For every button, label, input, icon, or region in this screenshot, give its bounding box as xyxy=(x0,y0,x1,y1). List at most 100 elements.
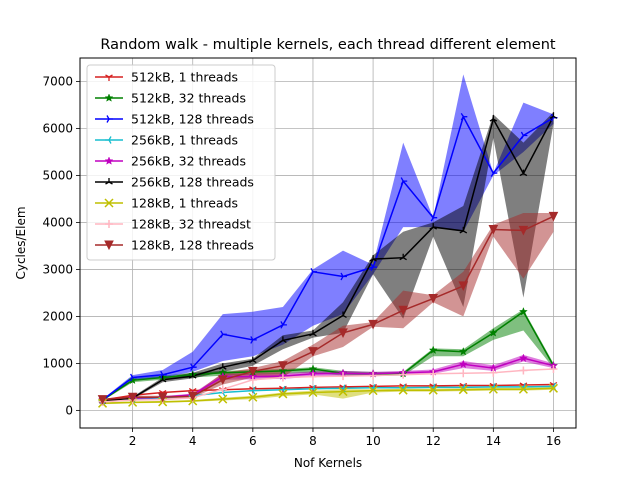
legend-marker xyxy=(105,220,113,228)
data-point-series-6 xyxy=(398,385,408,395)
data-point-series-5 xyxy=(158,375,167,383)
series-line-5 xyxy=(102,115,555,402)
data-point-series-8 xyxy=(97,395,108,405)
data-point-series-6 xyxy=(548,383,558,393)
data-point-series-7 xyxy=(248,375,257,384)
data-point-series-5 xyxy=(218,363,227,370)
data-point-series-6 xyxy=(428,385,438,395)
data-point-series-8 xyxy=(398,305,408,316)
data-point-series-1 xyxy=(488,328,498,337)
data-point-series-8 xyxy=(518,225,529,236)
data-point-series-2 xyxy=(220,330,227,339)
data-point-series-6 xyxy=(308,387,318,398)
data-point-series-8 xyxy=(428,294,439,304)
series-markers xyxy=(97,112,559,408)
legend-marker xyxy=(105,136,112,144)
data-point-series-7 xyxy=(369,371,378,380)
data-point-series-5 xyxy=(459,226,468,234)
data-point-series-2 xyxy=(160,370,167,379)
data-point-series-8 xyxy=(157,392,168,403)
data-point-series-5 xyxy=(429,223,438,230)
data-point-series-6 xyxy=(338,387,348,397)
data-point-series-2 xyxy=(250,336,257,344)
data-point-series-7 xyxy=(399,370,408,379)
data-point-series-2 xyxy=(130,373,137,382)
data-point-series-8 xyxy=(488,224,499,235)
data-point-series-7 xyxy=(339,372,348,381)
legend: 512kB, 1 threads 512kB, 32 threads 512kB, … xyxy=(86,64,276,261)
data-point-series-6 xyxy=(218,394,228,404)
legend-marker xyxy=(104,240,114,251)
data-point-series-7 xyxy=(429,369,438,378)
error-band-series-8 xyxy=(102,213,554,401)
data-point-series-5 xyxy=(399,253,407,261)
data-point-series-5 xyxy=(249,356,257,364)
series-line-8 xyxy=(102,215,554,401)
plot-frame xyxy=(79,57,577,429)
legend-marker xyxy=(104,198,114,208)
x-tick-label: 2 xyxy=(129,434,137,448)
data-point-series-1 xyxy=(458,347,468,356)
data-point-series-7 xyxy=(519,366,528,375)
data-point-series-5 xyxy=(489,115,498,122)
data-point-series-2 xyxy=(370,263,378,271)
legend-label: 512kB, 32 threads xyxy=(131,91,246,106)
x-tick-label: 10 xyxy=(365,434,380,448)
x-tick-label: 12 xyxy=(426,434,441,448)
x-tick-label: 14 xyxy=(486,434,501,448)
y-tick-label: 3000 xyxy=(42,262,73,276)
legend-marker xyxy=(104,156,114,165)
chart-title: Random walk - multiple kernels, each thr… xyxy=(100,37,556,53)
data-point-series-6 xyxy=(458,385,468,395)
data-point-series-8 xyxy=(458,281,469,291)
data-point-series-2 xyxy=(460,112,468,121)
y-axis-label: Cycles/Elem xyxy=(14,206,28,279)
series-line-7 xyxy=(102,368,554,403)
legend-box xyxy=(86,64,276,261)
y-tick-label: 7000 xyxy=(42,74,73,88)
x-tick-label: 6 xyxy=(249,434,257,448)
data-point-series-8 xyxy=(248,366,258,377)
legend-marker xyxy=(105,178,113,185)
x-tick-label: 16 xyxy=(546,434,561,448)
data-point-series-7 xyxy=(278,373,287,382)
data-point-series-6 xyxy=(488,384,498,394)
data-point-series-1 xyxy=(128,375,138,385)
data-point-series-6 xyxy=(278,389,288,399)
y-tick-label: 4000 xyxy=(42,215,73,229)
data-point-series-8 xyxy=(187,391,198,402)
legend-label: 128kB, 1 threads xyxy=(131,196,238,211)
legend-label: 128kB, 128 threads xyxy=(131,238,254,253)
error-band-series-5 xyxy=(102,112,554,402)
data-point-series-2 xyxy=(280,321,287,329)
error-band-series-1 xyxy=(102,309,554,401)
x-tick-label: 4 xyxy=(189,434,197,448)
data-point-series-8 xyxy=(308,347,318,357)
data-point-series-8 xyxy=(278,361,288,371)
series-line-1 xyxy=(102,310,555,401)
legend-marker xyxy=(105,74,113,81)
legend-marker xyxy=(104,93,114,102)
legend-label: 256kB, 1 threads xyxy=(131,133,238,148)
data-point-series-7 xyxy=(308,372,317,381)
data-point-series-1 xyxy=(518,306,528,316)
data-point-series-5 xyxy=(339,311,347,319)
legend-label: 256kB, 32 threads xyxy=(131,154,246,169)
series-line-2 xyxy=(102,114,554,401)
y-tick-label: 5000 xyxy=(42,168,73,182)
series-line-0 xyxy=(102,383,554,401)
data-point-series-5 xyxy=(309,329,317,337)
data-point-series-2 xyxy=(400,177,408,185)
data-point-series-8 xyxy=(127,392,138,403)
legend-label: 128kB, 32 threadst xyxy=(131,217,251,232)
data-point-series-5 xyxy=(519,169,528,177)
data-point-series-1 xyxy=(428,345,438,355)
y-tick-label: 0 xyxy=(65,403,73,417)
data-point-series-7 xyxy=(218,385,227,394)
data-point-series-4 xyxy=(518,353,528,363)
legend-label: 512kB, 1 threads xyxy=(131,70,238,85)
data-point-series-8 xyxy=(368,319,378,330)
series-line-6 xyxy=(102,387,554,405)
data-point-series-4 xyxy=(458,359,468,369)
